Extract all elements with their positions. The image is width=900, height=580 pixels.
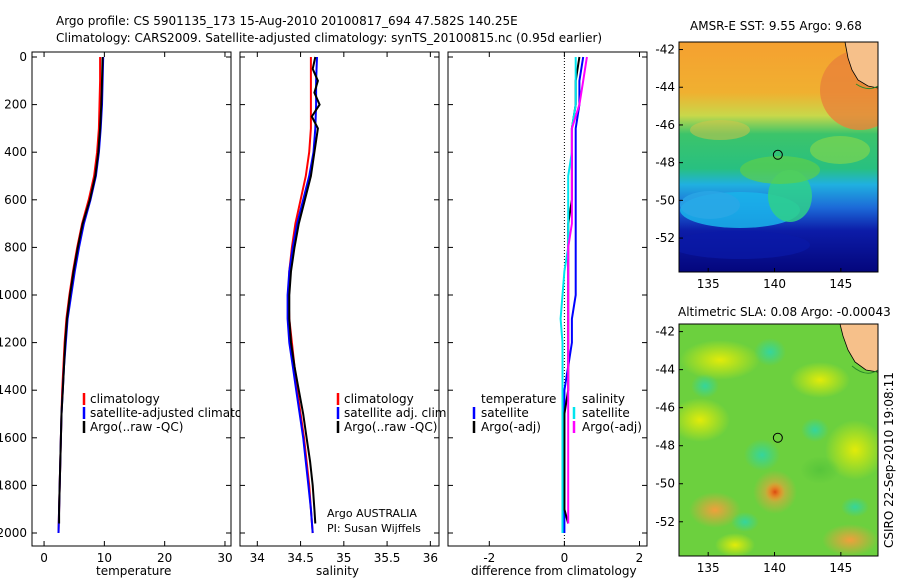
legend-label-argo: Argo(..raw -QC) <box>344 420 437 434</box>
x-tick-label: 145 <box>829 277 852 291</box>
y-tick-label: -52 <box>655 515 675 529</box>
sla-map-title: Altimetric SLA: 0.08 Argo: -0.00043 <box>678 305 891 319</box>
y-tick-label: -46 <box>655 118 675 132</box>
coastline-outline <box>855 83 879 90</box>
legend-label-climatology: climatology <box>344 392 414 406</box>
x-tick-label: 35 <box>336 551 351 565</box>
x-tick-label: 140 <box>763 277 786 291</box>
depth-tick-label: 1600 <box>0 431 27 445</box>
title-line-2: Climatology: CARS2009. Satellite-adjuste… <box>56 31 602 45</box>
y-tick-label: -48 <box>655 156 675 170</box>
sla-field <box>679 324 878 556</box>
sla-argo-location-marker <box>772 432 783 443</box>
x-tick-label: 2 <box>636 551 644 565</box>
y-tick-label: -42 <box>655 325 675 339</box>
salinity-xlabel: salinity <box>316 564 359 578</box>
depth-tick-label: 0 <box>19 50 27 64</box>
x-tick-label: 135 <box>697 277 720 291</box>
legend-label-sal-argo: Argo(-adj) <box>582 420 642 434</box>
legend-label-sal-satellite: satellite <box>582 406 630 420</box>
temperature-legend: climatology satellite-adjusted climatolo… <box>82 392 268 434</box>
depth-tick-label: 1400 <box>0 383 27 397</box>
y-tick-label: -48 <box>655 439 675 453</box>
sla-map: Altimetric SLA: 0.08 Argo: -0.00043 135 1… <box>655 305 890 575</box>
depth-tick-label: 800 <box>4 240 27 254</box>
x-tick-label: 34.5 <box>287 551 314 565</box>
depth-tick-label: 1800 <box>0 478 27 492</box>
legend-label-temp-argo: Argo(-adj) <box>481 420 541 434</box>
series-line-argo-raw-qc- <box>288 56 321 524</box>
series-line-salinity-argo-adj- <box>567 56 588 524</box>
depth-tick-label: 2000 <box>0 526 27 540</box>
salinity-panel: 34 34.5 35 35.5 36 climatology satellite adj… <box>239 51 450 578</box>
sst-map: AMSR-E SST: 9.55 Argo: 9.68 135 140 145 -4… <box>655 19 879 291</box>
x-tick-label: -2 <box>483 551 495 565</box>
x-tick-label: 36 <box>423 551 438 565</box>
legend-label-argo: Argo(..raw -QC) <box>90 420 183 434</box>
sst-map-title: AMSR-E SST: 9.55 Argo: 9.68 <box>690 19 862 33</box>
series-line-satellite-adj-clim- <box>286 56 318 534</box>
difference-panel: -2 0 2 temperature satellite Argo(-adj) sa… <box>447 51 648 578</box>
sst-map-frame <box>678 41 879 273</box>
legend-label-climatology: climatology <box>90 392 160 406</box>
difference-legend: temperature satellite Argo(-adj) salinit… <box>472 392 642 434</box>
depth-tick-label: 1200 <box>0 336 27 350</box>
timestamp-watermark: CSIRO 22-Sep-2010 19:08:11 <box>882 372 896 548</box>
temperature-panel: 0 10 20 30 climatology satellite-adjusted c… <box>31 51 268 578</box>
sst-field <box>679 42 878 272</box>
sla-map-frame <box>678 323 879 557</box>
x-tick-label: 140 <box>763 561 786 575</box>
depth-tick-label: 1000 <box>0 288 27 302</box>
legend-label-temp-satellite: satellite <box>481 406 529 420</box>
depth-tick-label: 600 <box>4 193 27 207</box>
salinity-legend: climatology satellite adj. clim. Argo(..… <box>336 392 450 434</box>
y-tick-label: -50 <box>655 477 675 491</box>
temperature-axes <box>31 51 232 547</box>
y-tick-label: -42 <box>655 43 675 57</box>
temperature-xlabel: temperature <box>96 564 171 578</box>
x-tick-label: 145 <box>829 561 852 575</box>
argo-pi-label: PI: Susan Wijffels <box>327 522 421 535</box>
legend-title-temperature: temperature <box>481 392 556 406</box>
y-tick-label: -44 <box>655 80 675 94</box>
salinity-axes <box>239 51 440 547</box>
depth-tick-label: 200 <box>4 98 27 112</box>
x-tick-label: 0 <box>561 551 569 565</box>
x-tick-label: 35.5 <box>374 551 401 565</box>
x-tick-label: 10 <box>97 551 112 565</box>
x-tick-label: 30 <box>217 551 232 565</box>
difference-xlabel: difference from climatology <box>471 564 637 578</box>
x-tick-label: 34 <box>250 551 265 565</box>
legend-label-satellite: satellite adj. clim. <box>344 406 450 420</box>
coastline-outline <box>851 365 879 374</box>
legend-title-salinity: salinity <box>582 392 625 406</box>
title-line-1: Argo profile: CS 5901135_173 15-Aug-2010… <box>56 14 518 28</box>
argo-program-label: Argo AUSTRALIA <box>327 507 417 520</box>
difference-axes <box>447 51 648 547</box>
y-tick-label: -46 <box>655 401 675 415</box>
series-line-argo-raw-qc- <box>58 56 104 524</box>
depth-axis: 0 200 400 600 800 1000 1200 1400 1600 1800 2000 <box>0 50 27 540</box>
sst-argo-location-marker <box>772 149 783 160</box>
x-tick-label: 0 <box>40 551 48 565</box>
x-tick-label: 20 <box>157 551 172 565</box>
legend-label-satellite: satellite-adjusted climatology <box>90 406 268 420</box>
depth-tick-label: 400 <box>4 145 27 159</box>
x-tick-label: 135 <box>697 561 720 575</box>
y-tick-label: -52 <box>655 231 675 245</box>
y-tick-label: -44 <box>655 363 675 377</box>
y-tick-label: -50 <box>655 193 675 207</box>
